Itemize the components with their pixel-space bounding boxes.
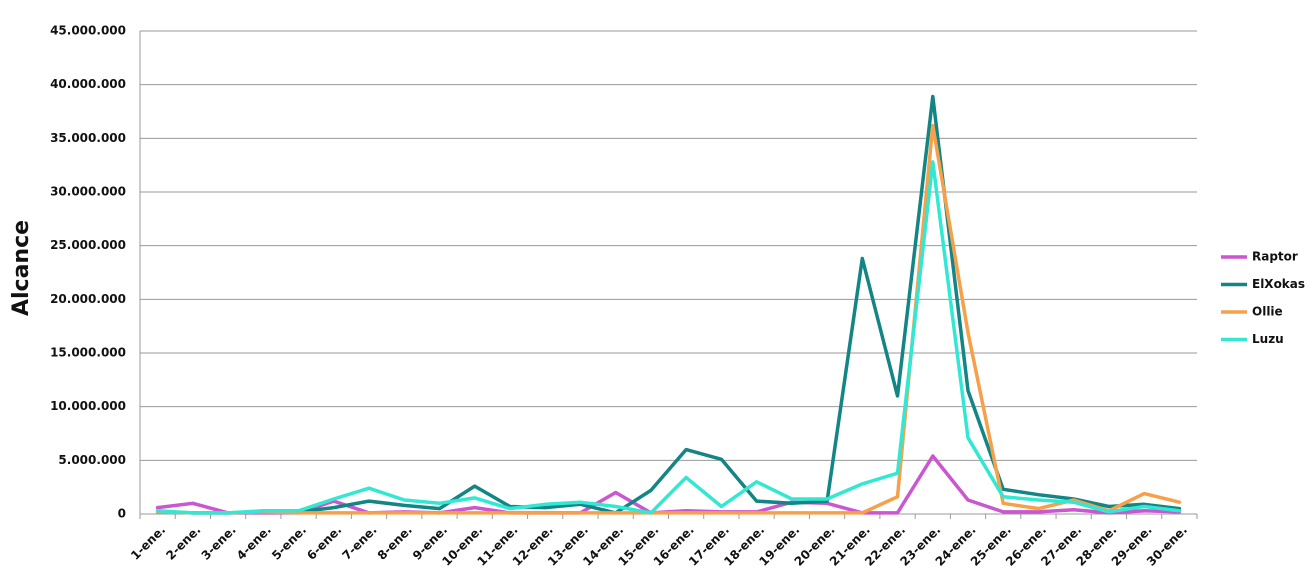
- y-tick-label: 45.000.000: [50, 24, 126, 38]
- series-line-ollie: [155, 123, 1182, 515]
- y-tick-label: 15.000.000: [50, 346, 126, 360]
- legend-label-elxokas: ElXokas: [1252, 277, 1305, 291]
- series-lines: [155, 94, 1182, 515]
- legend-label-luzu: Luzu: [1252, 332, 1284, 346]
- y-tick-label: 20.000.000: [50, 292, 126, 306]
- series-line-luzu: [155, 160, 1182, 515]
- x-tick-label: 4-ene.: [234, 523, 274, 563]
- x-tick-label: 2-ene.: [163, 523, 203, 563]
- series-line-raptor: [155, 454, 1182, 515]
- x-tick-label: 6-ene.: [304, 523, 344, 563]
- y-axis-ticks: 0 5.000.000 10.000.000 15.000.000 20.000.000…: [50, 24, 126, 521]
- y-axis-label: Alcance: [9, 220, 34, 316]
- legend-label-raptor: Raptor: [1252, 250, 1298, 264]
- y-tick-label: 5.000.000: [58, 453, 126, 467]
- gridlines: [139, 30, 1198, 519]
- y-tick-label: 40.000.000: [50, 77, 126, 91]
- y-tick-label: 0: [118, 507, 126, 521]
- y-tick-label: 10.000.000: [50, 399, 126, 413]
- series-line-elxokas: [155, 94, 1182, 515]
- x-tick-label: 7-ene.: [340, 523, 380, 563]
- x-axis-ticks: 1-ene.2-ene.3-ene.4-ene.5-ene.6-ene.7-en…: [128, 523, 1190, 569]
- x-tick-label: 8-ene.: [375, 523, 415, 563]
- legend: Raptor ElXokas Ollie Luzu: [1221, 250, 1305, 346]
- legend-label-ollie: Ollie: [1252, 305, 1283, 319]
- y-tick-label: 30.000.000: [50, 185, 126, 199]
- x-tick-label: 1-ene.: [128, 523, 168, 563]
- x-tick-label: 5-ene.: [269, 523, 309, 563]
- y-tick-label: 25.000.000: [50, 238, 126, 252]
- x-tick-label: 3-ene.: [199, 523, 239, 563]
- y-tick-label: 35.000.000: [50, 131, 126, 145]
